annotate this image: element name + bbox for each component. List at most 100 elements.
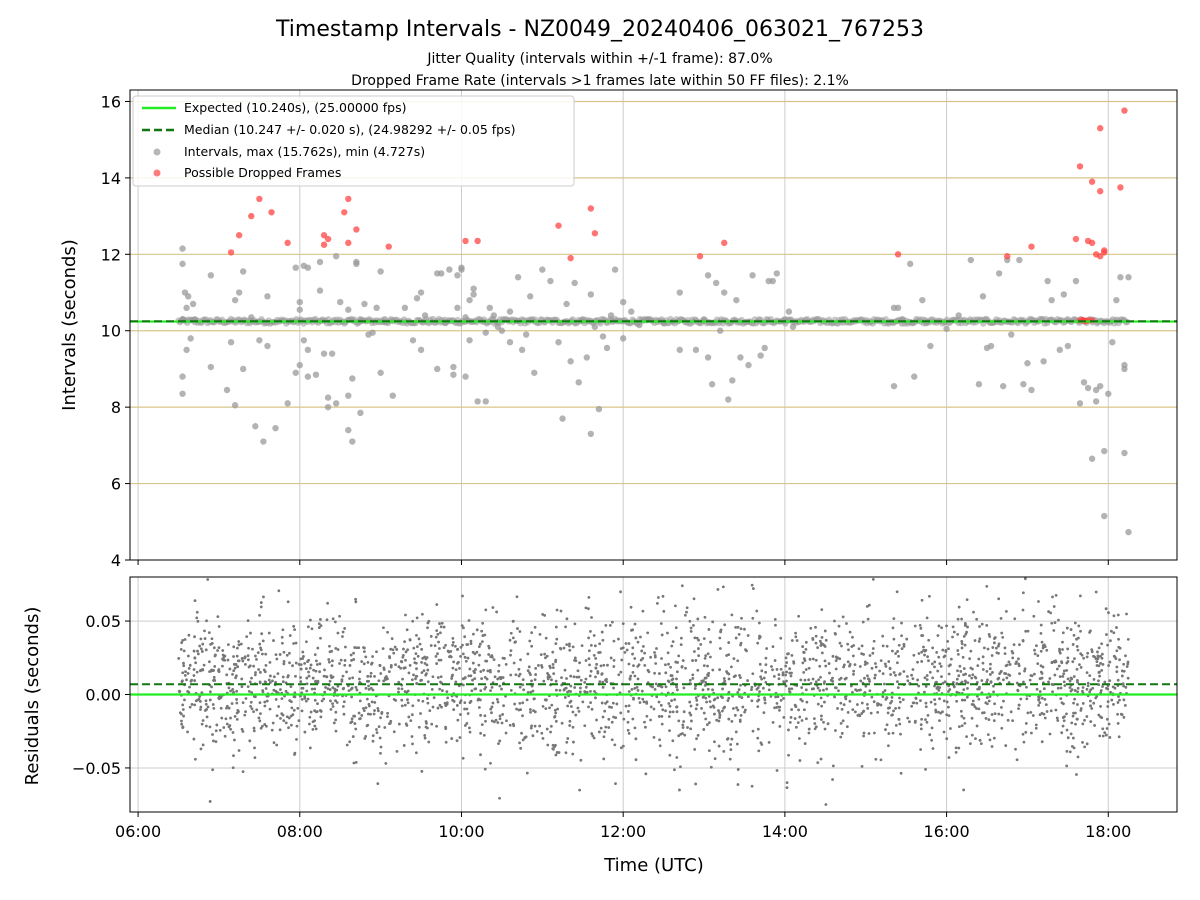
interval-point (183, 304, 190, 312)
residual-point (750, 583, 754, 587)
residual-point (373, 701, 377, 704)
residual-point (703, 656, 707, 660)
residual-point (357, 711, 361, 715)
residual-point (461, 594, 464, 598)
interval-point (1121, 365, 1128, 373)
residual-point (571, 645, 575, 649)
bottom-y-tick-label: 0.00 (85, 686, 121, 705)
residual-point (201, 719, 205, 722)
residual-point (716, 588, 720, 591)
residual-point (718, 716, 722, 719)
residual-point (350, 658, 353, 662)
residual-point (612, 715, 615, 719)
residual-point (389, 647, 393, 651)
residual-point (660, 657, 663, 660)
residual-point (358, 680, 362, 684)
residual-point (597, 730, 601, 734)
residual-point (240, 685, 244, 689)
residual-point (432, 696, 436, 700)
residual-point (601, 638, 605, 642)
residual-point (530, 724, 533, 728)
top-y-tick-label: 6 (111, 475, 121, 494)
residual-point (423, 736, 427, 740)
residual-point (700, 706, 703, 710)
residual-point (751, 729, 755, 733)
residual-point (188, 663, 192, 667)
residual-point (280, 635, 284, 639)
residual-point (652, 707, 656, 711)
interval-point (761, 344, 768, 352)
residual-point (945, 713, 949, 717)
residual-point (244, 710, 247, 713)
residual-point (594, 696, 597, 700)
residual-point (891, 713, 894, 717)
residual-point (804, 688, 808, 692)
residual-point (435, 724, 439, 728)
residual-point (519, 746, 523, 750)
interval-point (729, 377, 736, 384)
residual-point (566, 737, 570, 740)
residual-point (485, 677, 489, 681)
residual-point (699, 643, 703, 646)
residual-point (752, 587, 755, 590)
residual-point (874, 665, 878, 669)
residual-point (271, 721, 275, 725)
residual-point (1103, 680, 1107, 684)
interval-point (498, 327, 506, 334)
residual-point (649, 705, 653, 709)
residual-point (260, 724, 264, 728)
residual-point (500, 687, 503, 691)
residual-point (848, 664, 851, 668)
residual-point (951, 635, 954, 639)
residual-point (627, 662, 631, 666)
residual-point (375, 650, 378, 654)
residual-point (511, 619, 515, 623)
residual-point (881, 634, 885, 638)
residual-point (413, 657, 416, 661)
residual-point (196, 649, 199, 653)
residual-point (211, 733, 214, 736)
residual-point (235, 717, 239, 721)
residual-point (237, 710, 240, 714)
residual-point (521, 701, 525, 705)
residual-point (478, 642, 482, 646)
residual-point (463, 635, 467, 639)
residual-point (531, 734, 535, 738)
residual-point (555, 637, 559, 641)
residual-point (338, 614, 341, 618)
residual-point (579, 758, 583, 762)
residual-point (199, 708, 202, 711)
residual-point (659, 703, 663, 707)
dropped-frame-point (721, 239, 728, 247)
residual-point (188, 685, 191, 689)
residual-point (265, 724, 268, 728)
residual-point (1053, 660, 1057, 664)
residual-point (420, 660, 423, 664)
residual-point (463, 724, 467, 727)
residual-point (420, 612, 424, 616)
residual-point (343, 663, 347, 667)
residual-point (206, 705, 210, 709)
residual-point (1096, 657, 1100, 661)
residual-point (928, 733, 932, 737)
residual-point (196, 652, 200, 656)
residual-point (552, 672, 556, 675)
residual-point (874, 662, 877, 665)
residual-point (619, 746, 623, 750)
residual-point (767, 740, 771, 744)
dropped-frame-point (320, 232, 328, 239)
residual-point (624, 642, 628, 645)
dropped-frame-point (345, 239, 352, 247)
residual-point (708, 700, 712, 703)
residual-point (377, 725, 381, 729)
residual-point (578, 788, 582, 792)
residual-point (419, 712, 422, 715)
residual-point (915, 701, 919, 705)
residual-point (350, 717, 354, 721)
residual-point (736, 783, 740, 786)
residual-point (696, 617, 700, 621)
interval-point (692, 346, 700, 354)
residual-point (733, 713, 737, 717)
residual-point (1066, 677, 1070, 681)
residual-point (645, 700, 648, 704)
